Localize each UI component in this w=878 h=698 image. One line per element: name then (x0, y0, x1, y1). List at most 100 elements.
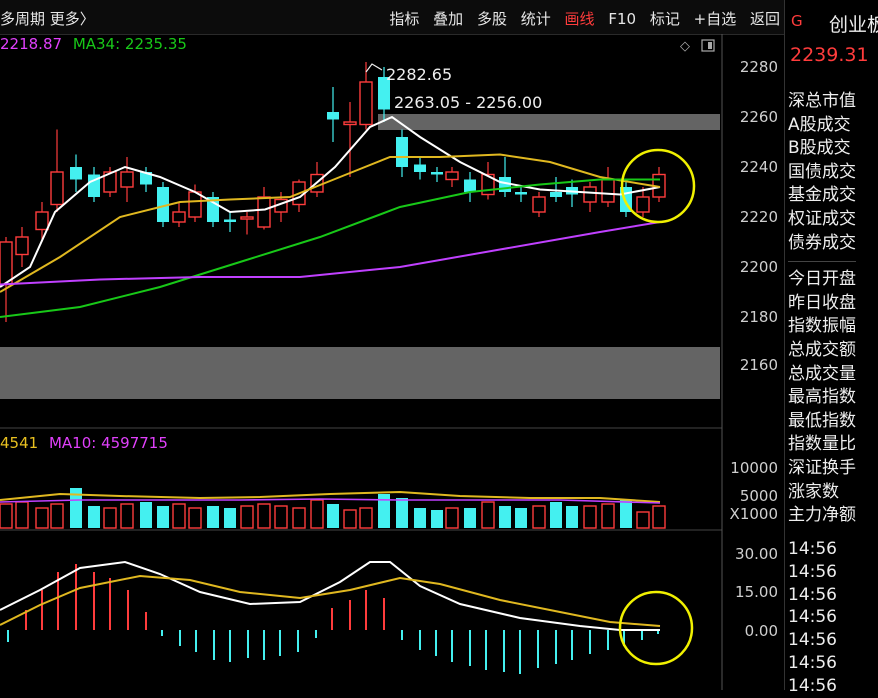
field-label: 指数振幅 (788, 316, 856, 337)
field-label: 最高指数 (788, 387, 856, 408)
price-axis-label: 2220 (739, 208, 778, 226)
volume-bar-up (652, 505, 666, 529)
price-zone-band-upper[interactable] (378, 114, 720, 130)
candle-up[interactable] (120, 171, 134, 188)
menu-overlay[interactable]: 叠加 (433, 10, 464, 28)
ma-legend: 2218.87 MA34: 2235.35 (0, 35, 193, 53)
candle-up[interactable] (583, 186, 597, 203)
ma10-line (0, 153, 661, 293)
volume-bar-up (35, 507, 49, 529)
field-label: 总成交量 (788, 363, 856, 384)
field-label: 今日开盘 (788, 269, 856, 290)
field-label: 总成交额 (788, 339, 856, 360)
diamond-icon[interactable]: ◇ (680, 39, 690, 54)
candle-down[interactable] (327, 112, 339, 120)
candle-down[interactable] (396, 137, 408, 167)
candle-down[interactable] (550, 192, 562, 197)
quote-side-panel: G 创业板 2239.31 深总市值 A股成交 B股成交 国债成交 基金成交 权… (784, 0, 878, 696)
volume-bar-up (15, 501, 29, 529)
trade-times-list: 14:56 14:56 14:56 14:56 14:56 14:56 14:5… (788, 538, 837, 698)
price-axis-label: 2280 (739, 58, 778, 76)
candle-up[interactable] (343, 121, 357, 126)
volume-bar-down (140, 502, 152, 528)
window-toggle-icon[interactable] (701, 39, 715, 52)
field-label: A股成交 (788, 114, 851, 135)
menu-indicator[interactable]: 指标 (389, 10, 420, 28)
field-label: 主力净额 (788, 505, 856, 526)
macd-dea-line (0, 574, 661, 627)
volume-bar-up (310, 499, 324, 529)
candle-up[interactable] (359, 81, 373, 126)
trade-time: 14:56 (788, 630, 837, 651)
candle-up[interactable] (50, 171, 64, 206)
candle-up[interactable] (240, 216, 254, 220)
trade-time: 14:56 (788, 652, 837, 673)
volume-bar-down (157, 506, 169, 528)
field-label: 深总市值 (788, 91, 856, 111)
candle-down[interactable] (414, 164, 426, 173)
candlestick-series (0, 62, 666, 322)
field-label: B股成交 (788, 138, 851, 159)
candle-down[interactable] (88, 174, 100, 198)
ma-value-purple: 2218.87 (0, 35, 63, 53)
volume-bar-up (0, 503, 13, 529)
menu-add-watchlist[interactable]: +自选 (693, 10, 737, 28)
volume-bar-up (257, 503, 271, 529)
ma5-line (0, 115, 661, 288)
toolbar-menu: 指标 叠加 多股 统计 画线 F10 标记 +自选 返回 (380, 8, 780, 29)
volume-ma5-value: 4541 (0, 434, 39, 452)
candle-up[interactable] (601, 178, 615, 203)
volume-bar-up (172, 503, 186, 529)
price-zone-band-lower[interactable] (0, 347, 720, 399)
menu-statistics[interactable]: 统计 (520, 10, 551, 28)
menu-back[interactable]: 返回 (749, 10, 780, 28)
candle-up[interactable] (257, 196, 271, 228)
field-label: 基金成交 (788, 185, 856, 206)
trade-time: 14:56 (788, 675, 837, 696)
candle-up[interactable] (636, 196, 650, 213)
candle-up[interactable] (172, 211, 186, 223)
trade-time: 14:56 (788, 607, 837, 628)
menu-multi-stock[interactable]: 多股 (476, 10, 507, 28)
volume-bars (0, 488, 666, 529)
kline-chart-canvas[interactable]: 2282.65 2263.05 - 2256.00 ◇ (0, 0, 784, 690)
field-divider (788, 261, 856, 268)
candle-down[interactable] (70, 167, 82, 180)
candle-down[interactable] (157, 187, 169, 222)
volume-bar-down (431, 510, 443, 528)
volume-bar-down (620, 500, 632, 528)
volume-axis-label: 10000 (730, 459, 778, 477)
volume-ma-line (0, 490, 661, 503)
menu-mark[interactable]: 标记 (649, 10, 680, 28)
candle-up[interactable] (188, 191, 202, 218)
high-point-marker (365, 63, 383, 73)
volume-bar-down (550, 502, 562, 528)
field-label: 权证成交 (788, 208, 856, 229)
candle-down[interactable] (464, 179, 476, 193)
volume-bar-down (207, 506, 219, 528)
candle-down[interactable] (378, 77, 390, 110)
candle-up[interactable] (532, 196, 546, 213)
menu-f10[interactable]: F10 (608, 10, 637, 28)
candle-up[interactable] (0, 241, 13, 286)
trade-time: 14:56 (788, 561, 837, 582)
candle-up[interactable] (103, 171, 117, 193)
price-axis-label: 2160 (739, 356, 778, 374)
period-selector[interactable]: 多周期 更多〉 (0, 10, 95, 28)
candle-down[interactable] (431, 172, 443, 175)
annotation-range: 2263.05 - 2256.00 (394, 93, 542, 112)
candle-up[interactable] (35, 211, 49, 231)
candle-down[interactable] (224, 219, 236, 223)
candle-down[interactable] (515, 192, 527, 195)
candle-up[interactable] (15, 236, 29, 256)
menu-draw-line[interactable]: 画线 (564, 10, 595, 28)
candle-up[interactable] (445, 171, 459, 181)
candle-down[interactable] (140, 172, 152, 185)
macd-dif-line (0, 560, 660, 631)
volume-bar-up (601, 503, 615, 529)
volume-bar-up (343, 509, 357, 529)
field-label: 涨家数 (788, 481, 839, 502)
volume-bar-up (240, 505, 254, 529)
price-axis-label: 2180 (739, 308, 778, 326)
volume-bar-up (292, 507, 306, 529)
